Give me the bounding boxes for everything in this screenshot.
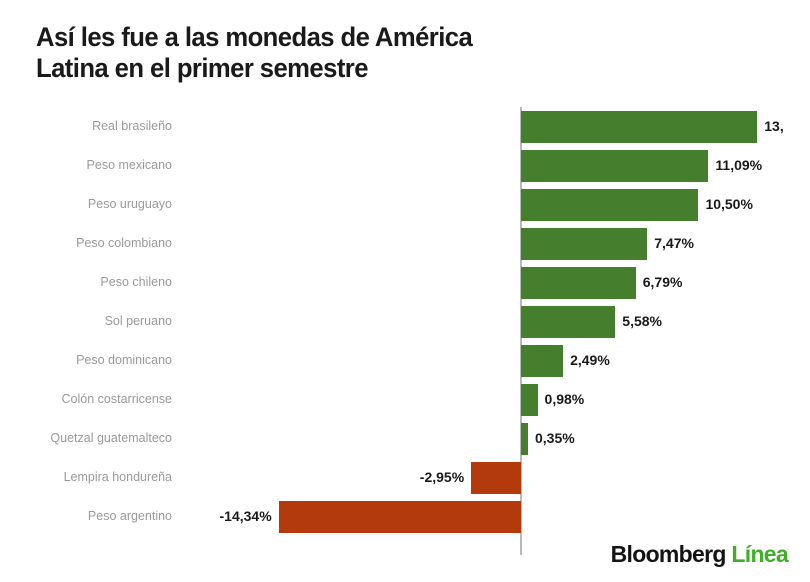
bar-row: Colón costarricense 0,98%: [0, 380, 810, 419]
bar-row: Real brasileño 13,: [0, 107, 810, 146]
bar-row: Lempira hondureña -2,95%: [0, 458, 810, 497]
bar-negative: [278, 501, 521, 533]
bar-positive: [521, 306, 616, 338]
category-label: Peso colombiano: [76, 236, 172, 250]
page-title: Así les fue a las monedas de América Lat…: [36, 22, 473, 83]
bar-negative: [471, 462, 521, 494]
bar-row: Peso mexicano 11,09%: [0, 146, 810, 185]
bar-row: Peso colombiano 7,47%: [0, 224, 810, 263]
category-label: Lempira hondureña: [63, 470, 172, 484]
bar-positive: [521, 423, 528, 455]
value-label: 13,: [764, 118, 784, 134]
category-label: Peso mexicano: [86, 158, 172, 172]
category-label: Quetzal guatemalteco: [50, 431, 172, 445]
bar-row: Peso dominicano 2,49%: [0, 341, 810, 380]
value-label: 5,58%: [622, 313, 662, 329]
category-label: Colón costarricense: [61, 392, 172, 406]
logo-brand-text: Bloomberg: [610, 541, 727, 567]
value-label: -14,34%: [219, 508, 272, 524]
bar-row: Sol peruano 5,58%: [0, 302, 810, 341]
bar-row: Peso argentino -14,34%: [0, 497, 810, 536]
bloomberg-linea-logo: Bloomberg Línea: [610, 541, 789, 568]
bar-row: Quetzal guatemalteco 0,35%: [0, 419, 810, 458]
bar-row: Peso chileno 6,79%: [0, 263, 810, 302]
value-label: 7,47%: [654, 235, 694, 251]
category-label: Sol peruano: [104, 314, 172, 328]
category-label: Peso chileno: [100, 275, 172, 289]
bar-positive: [521, 384, 538, 416]
category-label: Peso dominicano: [76, 353, 172, 367]
category-label: Peso argentino: [87, 509, 172, 523]
bar-positive: [521, 345, 564, 377]
bar-chart: Real brasileño 13, Peso mexicano 11,09% Peso…: [0, 107, 810, 557]
bar-positive: [521, 189, 699, 221]
value-label: 6,79%: [642, 274, 683, 290]
category-label: Peso uruguayo: [87, 197, 172, 211]
value-label: 2,49%: [570, 352, 610, 368]
value-label: -2,95%: [419, 469, 465, 485]
bar-positive: [521, 150, 709, 182]
category-label: Real brasileño: [92, 119, 172, 133]
value-label: 0,98%: [544, 391, 585, 407]
bar-positive: [521, 228, 648, 260]
bar-positive: [521, 267, 636, 299]
value-label: 11,09%: [715, 157, 763, 173]
value-label: 10,50%: [705, 196, 753, 212]
value-label: 0,35%: [535, 430, 575, 446]
bar-row: Peso uruguayo 10,50%: [0, 185, 810, 224]
bar-positive: [521, 111, 758, 143]
logo-suffix-text: Línea: [731, 541, 788, 567]
